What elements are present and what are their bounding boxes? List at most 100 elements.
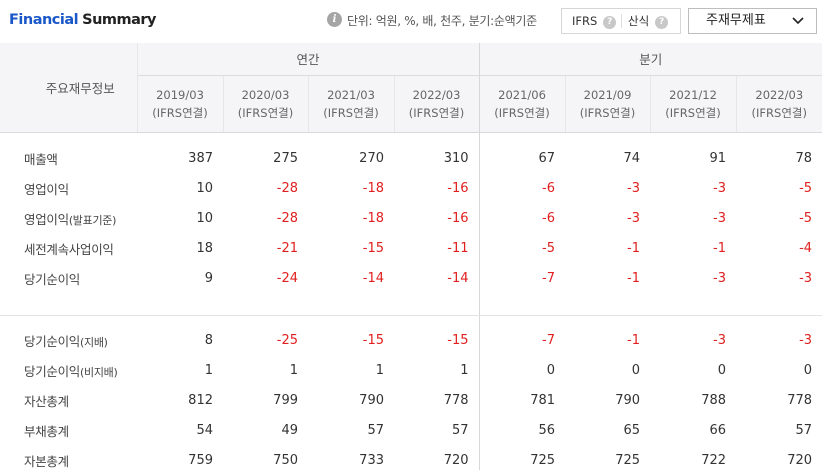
value-cell: 1 [204, 362, 213, 378]
row-label-text: 영업이익 [24, 181, 69, 197]
financial-summary-table: 주요재무정보 연간 분기 2019/03 (IFRS연결) 2020/03 (IFRS… [0, 43, 822, 470]
period-date: 2021/12 [669, 87, 717, 102]
value-cell: 790 [359, 392, 384, 408]
table-row: 당기순이익 9 -24 -14 -14 -7 -1 -3 -3 [0, 263, 822, 293]
period-header: 2022/03 (IFRS연결) [393, 75, 480, 133]
value-cell: 1 [460, 362, 469, 378]
period-date: 2021/06 [498, 87, 546, 102]
value-cell: 57 [367, 422, 384, 438]
value-cell: 790 [615, 392, 641, 408]
row-label-text: 당기순이익 [24, 271, 81, 287]
value-cell: -15 [447, 332, 469, 348]
value-cell: 781 [478, 385, 566, 415]
ifrs-option[interactable]: IFRS? [572, 9, 617, 33]
value-cell: -5 [799, 180, 813, 196]
period-header: 2021/09 (IFRS연결) [564, 75, 651, 133]
period-basis: (IFRS연결) [751, 105, 807, 120]
row-label[interactable]: 자산총계 [0, 385, 137, 415]
value-cell: 0 [631, 362, 641, 378]
value-cell: -5 [799, 210, 813, 226]
value-cell: -18 [362, 210, 384, 226]
row-label-suffix: (지배) [80, 335, 108, 349]
value-cell: 725 [478, 445, 566, 470]
period-basis: (IFRS연결) [579, 105, 636, 120]
value-cell: -3 [713, 270, 727, 286]
value-cell: -1 [713, 240, 727, 256]
value-cell: 788 [701, 392, 727, 408]
value-cell: 1 [289, 362, 298, 378]
table-row: 영업이익 10 -28 -18 -16 -6 -3 -3 -5 [0, 173, 822, 203]
table-row: 매출액 387 275 270 310 67 74 91 78 [0, 143, 822, 173]
spacer-row [0, 315, 822, 325]
table-row: 영업이익(발표기준) 10 -28 -18 -16 -6 -3 -3 -5 [0, 203, 822, 233]
row-label-suffix: (비지배) [80, 365, 118, 379]
row-label[interactable]: 자본총계 [0, 445, 137, 470]
value-cell: 759 [188, 452, 213, 468]
period-header: 2021/06 (IFRS연결) [478, 75, 566, 133]
value-cell: 74 [623, 150, 641, 166]
row-label[interactable]: 매출액 [0, 143, 137, 173]
row-label[interactable]: 당기순이익(지배) [0, 325, 137, 355]
value-cell: 49 [281, 422, 298, 438]
value-cell: -5 [478, 233, 566, 263]
period-header: 2019/03 (IFRS연결) [137, 75, 223, 133]
table-row: 자산총계 812 799 790 778 781 790 788 778 [0, 385, 822, 415]
unit-note: 단위: 억원, %, 배, 천주, 분기:순액기준 [347, 14, 537, 28]
value-cell: 56 [478, 415, 566, 445]
value-cell: 10 [196, 210, 213, 226]
row-label-text: 자산총계 [24, 393, 69, 409]
info-icon[interactable]: i [327, 12, 342, 27]
value-cell: -6 [478, 203, 566, 233]
table-row: 자본총계 759 750 733 720 725 725 722 720 [0, 445, 822, 470]
value-cell: -3 [799, 270, 813, 286]
formula-option[interactable]: 산식? [628, 9, 669, 33]
title-financial: Financial [9, 12, 79, 28]
value-cell: -4 [799, 240, 813, 256]
row-label-text: 영업이익 [24, 211, 69, 227]
period-header: 2021/03 (IFRS연결) [307, 75, 394, 133]
row-label[interactable]: 당기순이익 [0, 263, 137, 293]
value-cell: -3 [713, 332, 727, 348]
row-label[interactable]: 영업이익 [0, 173, 137, 203]
value-cell: -24 [276, 270, 298, 286]
value-cell: 778 [443, 392, 469, 408]
value-cell: 778 [787, 392, 813, 408]
value-cell: -7 [478, 263, 566, 293]
row-label-text: 당기순이익 [24, 333, 81, 349]
period-basis: (IFRS연결) [152, 105, 208, 120]
spacer-row [0, 132, 822, 143]
row-label[interactable]: 당기순이익(비지배) [0, 355, 137, 385]
table-row: 당기순이익(지배) 8 -25 -15 -15 -7 -1 -3 -3 [0, 325, 822, 355]
period-basis: (IFRS연결) [408, 105, 465, 120]
value-cell: -3 [799, 332, 813, 348]
help-icon[interactable]: ? [603, 16, 617, 29]
help-icon[interactable]: ? [655, 16, 669, 29]
section-title: Financial Summary [9, 12, 157, 28]
value-cell: -21 [276, 240, 298, 256]
value-cell: -1 [627, 240, 641, 256]
value-cell: -15 [362, 332, 384, 348]
row-label[interactable]: 부채총계 [0, 415, 137, 445]
group-quarter: 분기 [478, 43, 822, 76]
value-cell: 722 [701, 452, 727, 468]
value-cell: 387 [188, 150, 213, 166]
value-cell: -3 [713, 210, 727, 226]
statement-type-select[interactable]: 주재무제표 [688, 8, 817, 34]
value-cell: 0 [803, 362, 813, 378]
statement-type-value: 주재무제표 [706, 13, 766, 28]
value-cell: -18 [362, 180, 384, 196]
value-cell: -1 [627, 270, 641, 286]
value-cell: -6 [478, 173, 566, 203]
value-cell: 57 [795, 422, 813, 438]
row-label[interactable]: 영업이익(발표기준) [0, 203, 137, 233]
value-cell: -28 [276, 180, 298, 196]
period-header: 2022/03 (IFRS연결) [735, 75, 822, 133]
row-label[interactable]: 세전계속사업이익 [0, 233, 137, 263]
period-date: 2021/09 [583, 87, 632, 102]
value-cell: 733 [359, 452, 384, 468]
basis-options: IFRS? 산식? [561, 8, 681, 34]
value-cell: 310 [443, 150, 469, 166]
value-cell: -1 [627, 332, 641, 348]
value-cell: -7 [478, 325, 566, 355]
value-cell: 0 [717, 362, 727, 378]
